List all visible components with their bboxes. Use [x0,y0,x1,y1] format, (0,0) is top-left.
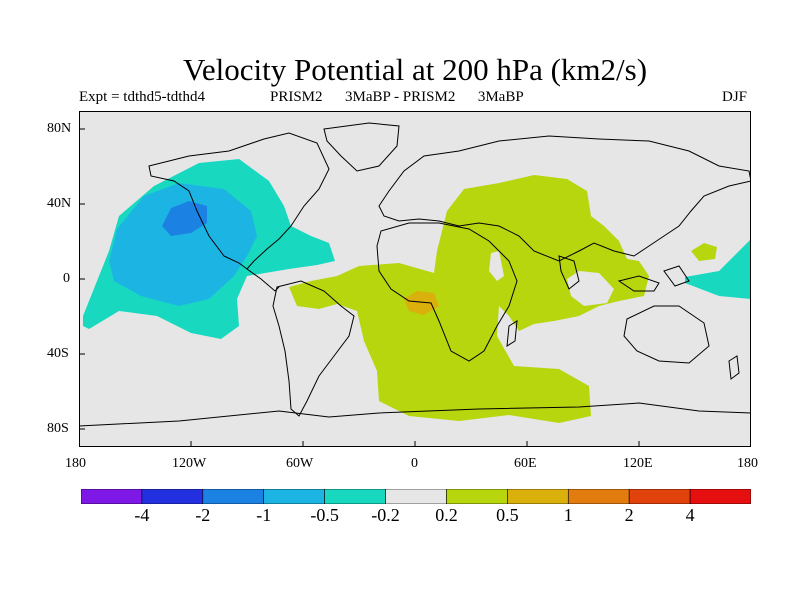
y-tick-80s: 80S [47,421,69,436]
x-tick-120e: 120E [623,456,653,471]
y-tick-80n: 80N [47,121,72,136]
colorbar-label: 1 [563,505,573,525]
x-tick-180w: 180 [65,456,86,471]
colorbar-label: 2 [624,505,634,525]
colorbar-label: -0.2 [371,505,400,525]
colorbar-swatch [689,489,751,504]
x-tick-180e: 180 [737,456,758,471]
velocity-potential-map [79,111,751,447]
positive-region-green-pacific [691,243,717,261]
colorbar-label: -1 [256,505,272,525]
x-tick-60w: 60W [286,456,314,471]
negative-region-blue [162,201,207,236]
colorbar-swatch [202,489,265,504]
negative-region-lightblue [109,183,257,306]
colorbar-label: -0.5 [310,505,339,525]
colorbar-swatch [507,489,569,504]
experiment-label: Expt = tdthd5-tdthd4 [79,89,205,105]
colorbar-swatch [324,489,386,504]
x-tick-60e: 60E [514,456,537,471]
comparison-label: PRISM2 3MaBP - PRISM2 3MaBP [270,89,524,105]
colorbar-label: 0.2 [435,505,458,525]
colorbar-swatch [628,489,691,504]
colorbar [81,489,751,504]
colorbar-label: 4 [685,505,695,525]
season-label: DJF [722,89,748,105]
colorbar-swatch [446,489,508,504]
x-tick-0: 0 [411,456,418,471]
colorbar-label: -4 [134,505,150,525]
coastlines [79,122,751,427]
y-tick-eq: 0 [63,271,70,286]
colorbar-label: 0.5 [496,505,519,525]
positive-region-green [289,175,649,423]
y-tick-40s: 40S [47,346,69,361]
colorbar-swatch [81,489,143,504]
colorbar-swatch [263,489,325,504]
neutral-hole-africa [489,251,504,281]
colorbar-swatch [141,489,204,504]
negative-region-cyan-east [685,239,751,299]
axis-ticks [79,128,640,447]
x-tick-120w: 120W [172,456,207,471]
y-tick-40n: 40N [47,196,72,211]
colorbar-swatch [385,489,447,504]
positive-region-orange [404,291,439,315]
colorbar-label: -2 [195,505,211,525]
colorbar-swatch [567,489,630,504]
chart-title: Velocity Potential at 200 hPa (km2/s) [182,52,648,87]
